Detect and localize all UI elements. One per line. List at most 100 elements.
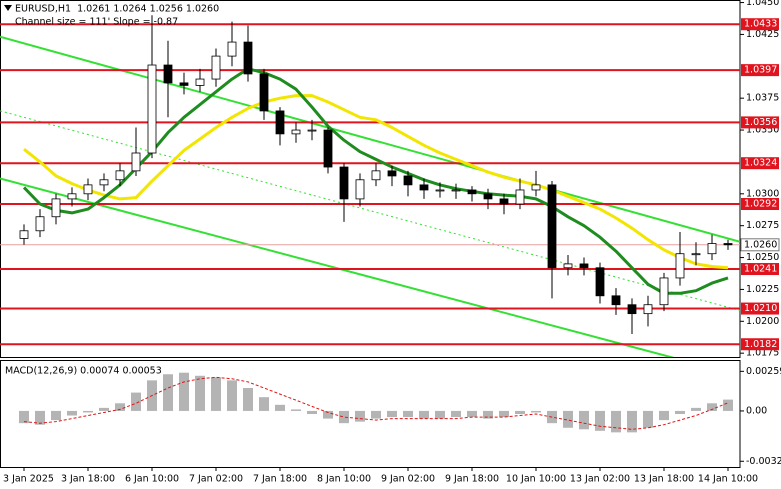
candle-body <box>595 267 605 297</box>
candle-body <box>83 184 93 195</box>
macd-bar <box>403 410 413 418</box>
candle-body <box>387 170 397 177</box>
y-tick-label: 1.0275 <box>746 220 779 231</box>
candle-body <box>675 253 685 279</box>
candle-body <box>51 198 61 218</box>
axes: 1.0450 1.0425 1.0375 1.0350 1.0300 1.0275 1.02… <box>3 0 781 485</box>
macd-bar <box>131 392 141 411</box>
macd-bar <box>307 410 317 414</box>
level-label: 1.0397 <box>744 65 777 76</box>
macd-bar <box>83 410 93 413</box>
x-tick-label: 9 Jan 02:00 <box>381 474 435 485</box>
candle-body <box>275 110 285 135</box>
level-label: 1.0241 <box>744 264 777 275</box>
candle-body <box>195 78 205 86</box>
candle-body <box>323 129 333 168</box>
candle-body <box>403 175 413 186</box>
candle-body <box>227 41 237 57</box>
level-label-box <box>741 198 779 210</box>
x-tick-label: 13 Jan 18:00 <box>634 474 694 485</box>
current-price-label: 1.0260 <box>744 239 777 250</box>
macd-bar <box>211 377 221 411</box>
macd-bar <box>195 375 205 411</box>
macd-bar <box>115 403 125 411</box>
candle-body <box>531 184 541 191</box>
x-tick-label: 7 Jan 02:00 <box>189 474 243 485</box>
candle-body <box>291 129 301 135</box>
macd-bar <box>659 410 669 421</box>
macd-bar <box>563 410 573 428</box>
macd-bar <box>291 409 301 411</box>
macd-bar <box>483 410 493 419</box>
candle-body <box>259 73 269 112</box>
y-tick-label: 1.0175 <box>746 348 779 359</box>
moving-average <box>22 67 729 295</box>
candle-body <box>355 179 365 200</box>
candle-body <box>643 304 653 315</box>
macd-bar <box>579 410 589 430</box>
macd-bar <box>243 388 253 411</box>
current-price-box <box>740 238 780 252</box>
candle-body <box>19 230 29 239</box>
macd-bar <box>99 407 109 411</box>
level-label: 1.0324 <box>744 158 777 169</box>
candle-body <box>691 253 701 256</box>
candle-body <box>483 193 493 200</box>
candle-body <box>611 295 621 306</box>
y-tick-label: 1.0450 <box>746 0 779 8</box>
x-tick-label: 3 Jan 18:00 <box>61 474 115 485</box>
level-label-box <box>741 157 779 170</box>
level-label-box <box>741 116 779 129</box>
macd-bar <box>371 410 381 419</box>
chart-title: EURUSD,H1 1.0261 1.0264 1.0256 1.0260 <box>15 4 219 15</box>
level-label: 1.0433 <box>744 19 777 30</box>
macd-bar <box>51 410 61 421</box>
macd-bar <box>467 410 477 418</box>
macd-bar <box>179 372 189 411</box>
macd-bar <box>323 410 333 419</box>
candle-body <box>499 198 509 205</box>
macd-bar <box>259 397 269 411</box>
macd-plot <box>19 372 733 433</box>
candle-body <box>547 184 557 269</box>
macd-bar <box>339 410 349 424</box>
channel-line <box>0 177 675 357</box>
candle-body <box>707 243 717 255</box>
macd-bar <box>707 403 717 411</box>
y-tick-label: 1.0300 <box>746 188 779 199</box>
level-label-box <box>741 64 779 77</box>
y-tick-label: 1.0425 <box>746 29 779 40</box>
x-tick-label: 13 Jan 02:00 <box>570 474 630 485</box>
macd-bar <box>627 410 637 433</box>
level-label: 1.0210 <box>744 303 777 314</box>
macd-bar <box>67 410 77 416</box>
macd-bar <box>643 410 653 428</box>
macd-bar <box>691 407 701 411</box>
candle-body <box>67 193 77 200</box>
macd-y-tick-label: 0.00259 <box>746 366 781 377</box>
macd-bar <box>675 410 685 414</box>
header-icon <box>4 5 12 11</box>
macd-bar <box>163 374 173 411</box>
macd-label: MACD(12,26,9) 0.00074 0.00053 <box>5 366 162 377</box>
y-tick-label: 1.0250 <box>746 252 779 263</box>
level-label-box <box>741 302 779 315</box>
candle-body <box>419 184 429 191</box>
x-tick-label: 10 Jan 10:00 <box>506 474 566 485</box>
macd-bar <box>595 410 605 431</box>
macd-bar <box>227 380 237 411</box>
macd-y-tick-label: 0.00 <box>746 405 767 416</box>
candle-body <box>115 170 125 181</box>
level-label: 1.0182 <box>744 339 777 350</box>
candle-body <box>243 41 253 75</box>
level-label: 1.0292 <box>744 199 777 210</box>
candle-body <box>723 243 733 246</box>
y-tick-label: 1.0225 <box>746 284 779 295</box>
y-tick-label: 1.0200 <box>746 316 779 327</box>
y-tick-label: 1.0375 <box>746 93 779 104</box>
macd-bar <box>451 410 461 418</box>
price-plot <box>0 15 740 357</box>
candle-body <box>563 263 573 269</box>
